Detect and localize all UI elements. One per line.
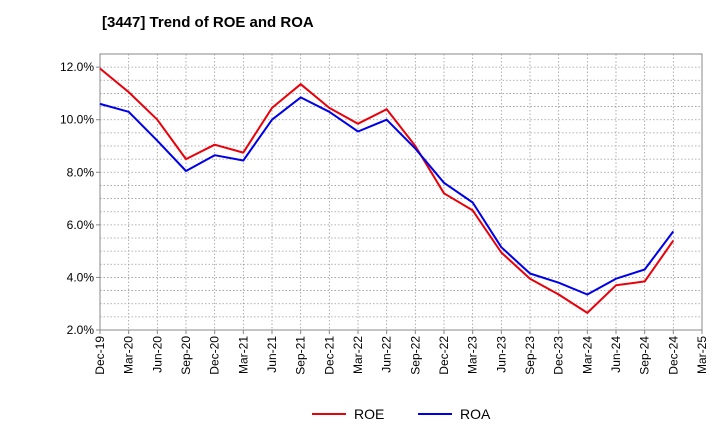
x-tick-label: Mar-22 — [351, 336, 365, 374]
y-tick-label: 10.0% — [60, 113, 94, 127]
plot-area — [99, 53, 703, 331]
x-tick-label: Sep-21 — [294, 336, 308, 375]
x-tick-label: Dec-24 — [666, 336, 680, 375]
y-tick-label: 6.0% — [67, 218, 95, 232]
chart-title: [3447] Trend of ROE and ROA — [102, 14, 314, 31]
y-tick-label: 2.0% — [67, 323, 95, 337]
x-tick-label: Dec-21 — [322, 336, 336, 375]
x-tick-label: Jun-24 — [609, 336, 623, 373]
x-tick-label: Jun-20 — [150, 336, 164, 373]
x-tick-label: Dec-23 — [552, 336, 566, 375]
x-tick-label: Mar-21 — [236, 336, 250, 374]
x-tick-label: Dec-20 — [208, 336, 222, 375]
legend-label-roe: ROE — [354, 406, 384, 422]
legend: ROE ROA — [312, 406, 491, 422]
x-tick-label: Mar-24 — [580, 336, 594, 374]
series-line-roe — [99, 67, 675, 314]
x-axis: Dec-19 Mar-20 Jun-20 Sep-20 Dec-20 Mar-21 Jun-… — [93, 330, 709, 375]
y-tick-label: 12.0% — [60, 60, 94, 74]
series-line-roa — [99, 96, 675, 296]
x-tick-label: Sep-20 — [179, 336, 193, 375]
x-tick-label: Sep-23 — [523, 336, 537, 375]
legend-label-roa: ROA — [460, 406, 491, 422]
x-tick-label: Dec-19 — [93, 336, 107, 375]
x-tick-label: Jun-22 — [380, 336, 394, 373]
x-tick-label: Jun-23 — [494, 336, 508, 373]
x-tick-label: Dec-22 — [437, 336, 451, 375]
y-tick-label: 4.0% — [67, 270, 95, 284]
y-axis: 2.0% 4.0% 6.0% 8.0% 10.0% 12.0% — [60, 60, 100, 337]
x-tick-label: Sep-24 — [638, 336, 652, 375]
x-tick-label: Mar-25 — [695, 336, 709, 374]
y-tick-label: 8.0% — [67, 165, 95, 179]
x-tick-label: Sep-22 — [408, 336, 422, 375]
x-tick-label: Jun-21 — [265, 336, 279, 373]
series-lines — [99, 67, 675, 314]
x-tick-label: Mar-23 — [466, 336, 480, 374]
x-tick-label: Mar-20 — [122, 336, 136, 374]
